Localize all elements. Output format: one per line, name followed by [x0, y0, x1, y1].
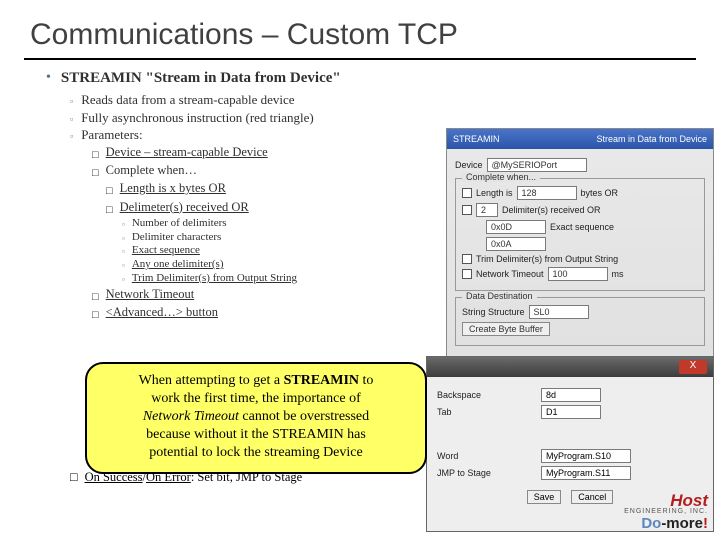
- box-marker: □: [92, 308, 99, 322]
- dlg2-r1-label: Backspace: [437, 390, 537, 400]
- callout-line: potential to lock the streaming Device: [149, 445, 362, 460]
- sq-marker: ▫: [122, 220, 125, 231]
- logo-engineering: ENGINEERING, INC.: [624, 508, 708, 515]
- param-text: Delimeter(s) received OR: [120, 199, 249, 217]
- delim-text: Number of delimiters: [132, 217, 227, 231]
- save-button[interactable]: Save: [527, 490, 562, 504]
- main-bullet-text: STREAMIN "Stream in Data from Device": [61, 70, 341, 87]
- sub-bullet: ▫ Reads data from a stream-capable device: [70, 91, 710, 109]
- delim-item: ▫ Delimiter characters: [122, 231, 710, 245]
- sq-marker: ▫: [122, 247, 125, 258]
- sq-marker: ▫: [122, 234, 125, 245]
- sub-bullet-text: Reads data from a stream-capable device: [81, 91, 294, 109]
- param-length: Length is x bytes OR: [120, 181, 226, 195]
- callout-line: to: [359, 373, 373, 388]
- box-marker: □: [106, 184, 113, 198]
- sub-bullet: ▫ Fully asynchronous instruction (red tri…: [70, 109, 710, 127]
- box-marker: □: [92, 166, 99, 180]
- param-net-timeout: Network Timeout: [106, 286, 195, 304]
- box-marker: □: [106, 203, 113, 217]
- callout-streamin: STREAMIN: [284, 373, 359, 388]
- delim-text: Exact sequence: [132, 244, 200, 258]
- param-device: Device – stream-capable Device: [106, 145, 268, 159]
- dlg2-r2-val[interactable]: D1: [541, 405, 601, 419]
- param-text: Complete when…: [106, 162, 197, 180]
- dlg2-r4-val[interactable]: MyProgram.S11: [541, 466, 631, 480]
- sub-bullet: ▫ Parameters:: [70, 126, 710, 144]
- dlg2-r4-label: JMP to Stage: [437, 468, 537, 478]
- logo-do: Do: [641, 515, 661, 532]
- callout-line: When attempting to get a: [139, 373, 284, 388]
- box-marker: □: [70, 470, 78, 485]
- sq-marker: ▫: [122, 275, 125, 286]
- delim-text: Trim Delimiter(s) from Output String: [132, 272, 297, 286]
- delim-item: ▫ Trim Delimiter(s) from Output String: [122, 272, 710, 286]
- param-item: □ Device – stream-capable Device: [92, 144, 710, 162]
- dlg2-r3-val[interactable]: MyProgram.S10: [541, 449, 631, 463]
- sq-marker: ▫: [122, 261, 125, 272]
- callout-line: because without it the STREAMIN has: [146, 427, 366, 442]
- content-area: • STREAMIN "Stream in Data from Device" …: [0, 70, 720, 322]
- delim-text: Any one delimiter(s): [132, 258, 224, 272]
- param-text: Device – stream-capable Device: [106, 144, 268, 162]
- sub-bullets-level1: ▫ Reads data from a stream-capable device…: [46, 91, 710, 322]
- delim-sublist: ▫ Number of delimiters ▫ Delimiter charact…: [92, 217, 710, 286]
- delim-item: ▫ Number of delimiters: [122, 217, 710, 231]
- param-item: □ <Advanced…> button: [92, 304, 710, 322]
- param-item: □ Length is x bytes OR: [92, 180, 710, 198]
- delim-item: ▫ Any one delimiter(s): [122, 258, 710, 272]
- logo-more: -more: [661, 515, 703, 532]
- param-item: □ Complete when…: [92, 162, 710, 180]
- logo-domore: Do-more!: [624, 515, 708, 532]
- dlg2-r1-val[interactable]: 8d: [541, 388, 601, 402]
- dlg2-r2-label: Tab: [437, 407, 537, 417]
- param-item: □ Delimeter(s) received OR: [92, 199, 710, 217]
- sub-marker: ▫: [70, 113, 73, 127]
- param-advanced: <Advanced…> button: [106, 304, 218, 322]
- slide-title: Communications – Custom TCP: [0, 0, 720, 58]
- close-icon[interactable]: X: [679, 360, 707, 374]
- param-item: □ Network Timeout: [92, 286, 710, 304]
- sub-marker: ▫: [70, 95, 73, 109]
- sub-bullet-text: Parameters:: [81, 126, 142, 144]
- secondary-titlebar: X: [427, 357, 713, 377]
- warning-callout: When attempting to get a STREAMIN to wor…: [85, 362, 427, 474]
- param-text: Length is x bytes OR: [120, 180, 226, 198]
- dlg-create-byte-btn[interactable]: Create Byte Buffer: [462, 322, 550, 336]
- logo-block: Host ENGINEERING, INC. Do-more!: [624, 491, 708, 532]
- main-bullet: • STREAMIN "Stream in Data from Device": [46, 70, 710, 87]
- logo-bang: !: [703, 515, 708, 532]
- param-delim-recv: Delimeter(s) received OR: [120, 200, 249, 214]
- params-list: □ Device – stream-capable Device □ Complet…: [70, 144, 710, 323]
- callout-network-timeout: Network Timeout: [143, 409, 239, 424]
- sub-bullet-text: Fully asynchronous instruction (red tria…: [81, 109, 314, 127]
- callout-line: work the first time, the importance of: [151, 391, 361, 406]
- delim-text: Delimiter characters: [132, 231, 221, 245]
- delim-item: ▫ Exact sequence: [122, 244, 710, 258]
- title-divider: [24, 58, 696, 60]
- box-marker: □: [92, 290, 99, 304]
- box-marker: □: [92, 148, 99, 162]
- sub-marker: ▫: [70, 130, 73, 144]
- bullet-dot: •: [46, 70, 51, 87]
- cancel-button[interactable]: Cancel: [571, 490, 613, 504]
- callout-line: cannot be overstressed: [239, 409, 369, 424]
- dlg2-r3-label: Word: [437, 451, 537, 461]
